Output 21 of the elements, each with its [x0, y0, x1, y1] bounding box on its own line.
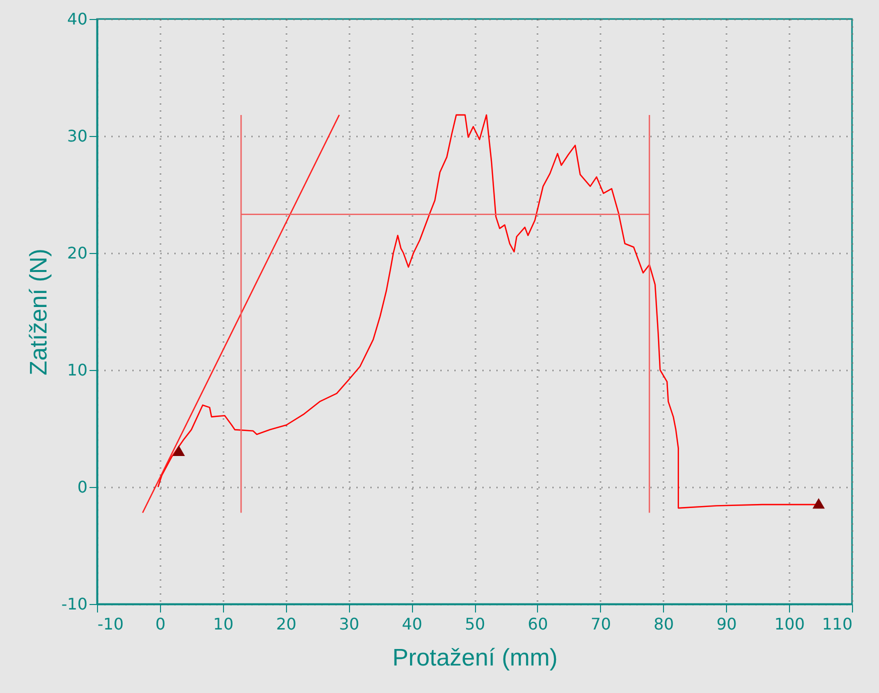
y-tick-label: 0	[77, 478, 88, 496]
x-tick-label: 110	[822, 614, 852, 634]
x-tick-label: 40	[402, 614, 422, 634]
y-tick-label: 10	[67, 360, 88, 380]
x-tick-label: 70	[590, 614, 612, 634]
x-tick-label: 0	[155, 614, 166, 634]
y-tick-label: 40	[67, 10, 88, 28]
y-tick-label: 30	[67, 126, 88, 146]
y-axis-title: Zatížení (N)	[25, 248, 52, 376]
x-tick-label: 50	[464, 614, 486, 634]
x-tick-label: -10	[98, 614, 124, 634]
x-axis-title: Protažení (mm)	[392, 644, 558, 672]
x-tick-label: 90	[716, 614, 737, 634]
x-tick-label: 80	[654, 614, 674, 634]
x-tick-label: 60	[528, 614, 548, 634]
x-tick-label: 100	[774, 614, 805, 634]
y-tick-label: 20	[67, 244, 88, 262]
x-tick-label: 20	[276, 614, 296, 634]
y-tick-label: -10	[61, 594, 88, 614]
x-tick-label: 30	[338, 614, 360, 634]
x-tick-label: 10	[213, 614, 234, 634]
